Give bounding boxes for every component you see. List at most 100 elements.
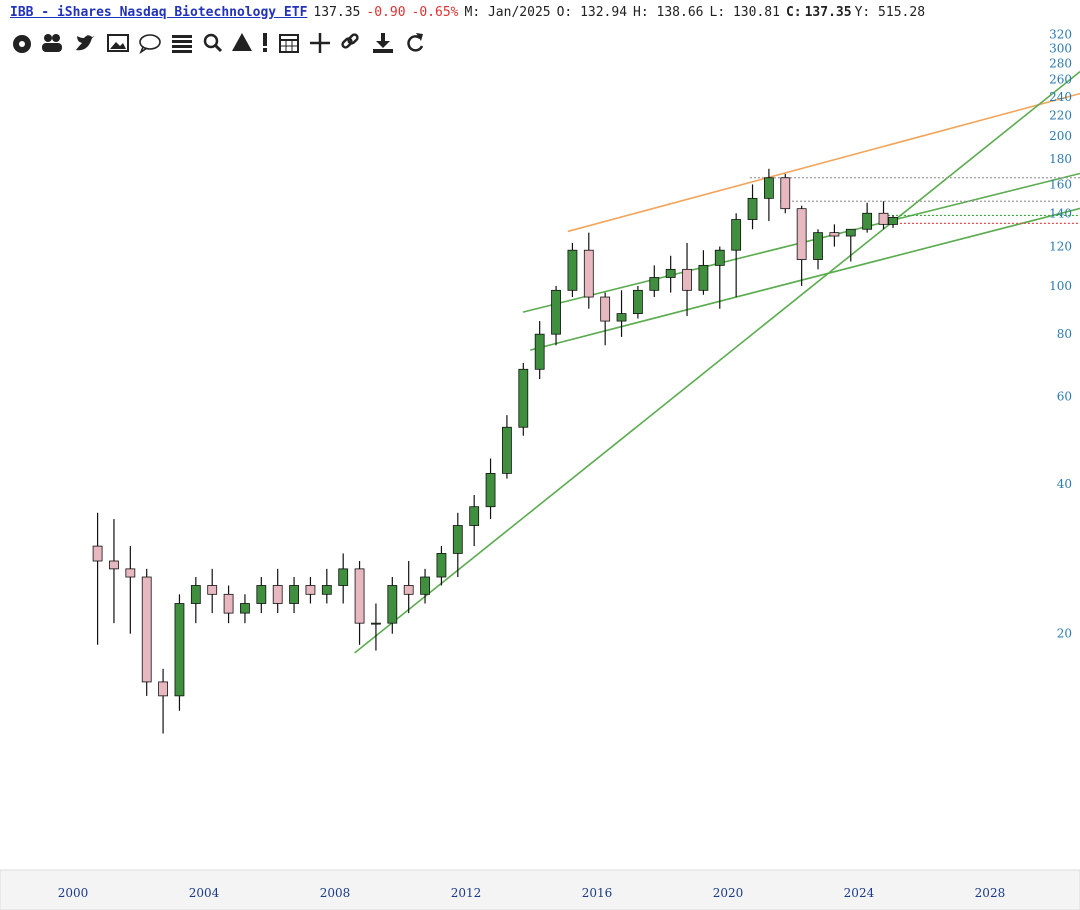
candle-body <box>829 232 840 237</box>
y-tick-label: 240 <box>1049 90 1072 104</box>
candle-body <box>141 576 152 683</box>
triangle-icon[interactable] <box>232 33 252 51</box>
y-tick-label: 20 <box>1057 627 1072 641</box>
change: -0.90 <box>366 5 406 20</box>
candle-body <box>485 473 496 508</box>
open: O: 132.94 <box>556 5 628 20</box>
y-tick-label: 40 <box>1057 477 1072 491</box>
candle-body <box>436 553 447 578</box>
y-tick-label: 260 <box>1049 73 1072 87</box>
candle-body <box>305 585 316 595</box>
candle-body <box>813 232 823 260</box>
candle-body <box>682 268 692 291</box>
candle-body <box>321 585 332 595</box>
candle-body <box>240 603 250 614</box>
candle-body <box>878 212 889 225</box>
toolbar <box>13 33 424 55</box>
link-icon[interactable] <box>341 33 359 49</box>
candle-body <box>764 177 774 199</box>
candle-body <box>534 333 545 370</box>
candle-body <box>665 268 676 278</box>
trendline <box>354 70 1080 654</box>
twitter-icon[interactable] <box>76 35 95 51</box>
x-tick-label: 2016 <box>582 886 613 900</box>
x-axis-band <box>0 869 1080 910</box>
move-icon[interactable] <box>310 33 330 53</box>
candle-body <box>518 368 529 428</box>
candle-body <box>371 622 381 625</box>
change-pct: -0.65% <box>411 5 459 20</box>
yield: Y: 515.28 <box>854 5 926 20</box>
x-tick-label: 2028 <box>975 886 1006 900</box>
candle-body <box>125 568 136 578</box>
y-tick-label: 140 <box>1049 206 1072 220</box>
candle-body <box>862 212 873 230</box>
x-tick-label: 2012 <box>451 886 482 900</box>
candle-body <box>92 545 103 562</box>
high: H: 138.66 <box>633 5 704 20</box>
candle-body <box>452 525 463 554</box>
candle-body <box>256 585 267 604</box>
candle-body <box>780 177 791 210</box>
candle-body <box>223 593 234 614</box>
candle-body <box>403 585 414 595</box>
y-tick-label: 120 <box>1049 240 1072 254</box>
candle-body <box>207 585 218 595</box>
candle-body <box>469 506 480 526</box>
candle-body <box>502 426 512 474</box>
users-icon[interactable] <box>42 34 62 52</box>
candle-body <box>174 603 185 697</box>
list-icon[interactable] <box>172 35 192 53</box>
download-icon[interactable] <box>373 33 393 53</box>
low: L: 130.81 <box>709 5 780 20</box>
candle-body <box>731 219 742 251</box>
candle-body <box>420 576 430 595</box>
y-tick-label: 320 <box>1049 28 1072 42</box>
x-tick-label: 2008 <box>320 886 351 900</box>
candle-body <box>747 197 758 220</box>
candle-body <box>567 249 578 291</box>
candle-body <box>551 289 561 335</box>
candle-body <box>109 560 119 570</box>
close-label: C: <box>785 5 802 20</box>
candle-body <box>272 585 283 604</box>
calendar-icon[interactable] <box>279 34 299 53</box>
x-tick-label: 2004 <box>189 886 220 900</box>
candle-body <box>616 313 627 322</box>
candle-body <box>583 249 594 298</box>
comment-icon[interactable] <box>139 34 161 55</box>
y-tick-label: 60 <box>1057 389 1072 403</box>
symbol-title[interactable]: IBB - iShares Nasdaq Biotechnology ETF <box>10 5 308 20</box>
candle-body <box>649 277 660 291</box>
candle-body <box>289 585 299 604</box>
x-tick-label: 2024 <box>844 886 875 900</box>
candle-body <box>158 681 168 697</box>
image-icon[interactable] <box>107 34 129 52</box>
y-tick-label: 220 <box>1049 109 1072 123</box>
y-tick-label: 160 <box>1049 177 1072 191</box>
candle-body <box>845 228 856 237</box>
trendline <box>567 92 1080 233</box>
candle-body <box>387 585 398 624</box>
candle-body <box>888 216 898 225</box>
candle-body <box>338 568 349 586</box>
y-tick-label: 180 <box>1049 152 1072 166</box>
candle-body <box>354 568 365 624</box>
period: M: Jan/2025 <box>464 5 551 20</box>
candle-body <box>796 208 807 260</box>
candle-body <box>633 289 643 314</box>
y-tick-label: 300 <box>1049 42 1072 56</box>
candle-body <box>698 264 709 291</box>
refresh-icon[interactable] <box>407 33 424 52</box>
last-price: 137.35 <box>313 5 361 20</box>
header: IBB - iShares Nasdaq Biotechnology ETF 13… <box>10 5 931 20</box>
y-tick-label: 200 <box>1049 129 1072 143</box>
close: 137.35 <box>804 5 852 20</box>
dashboard-icon[interactable] <box>13 35 31 53</box>
search-icon[interactable] <box>203 33 223 53</box>
candle-body <box>190 585 201 604</box>
x-tick-label: 2020 <box>713 886 744 900</box>
alert-icon[interactable] <box>263 33 267 52</box>
